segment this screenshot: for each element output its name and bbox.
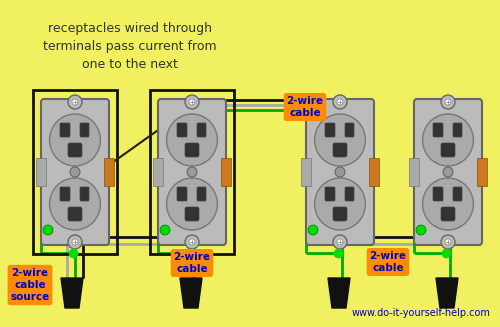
FancyBboxPatch shape — [453, 187, 462, 201]
FancyBboxPatch shape — [325, 187, 335, 201]
FancyBboxPatch shape — [197, 123, 206, 137]
Text: 2-wire
cable: 2-wire cable — [286, 96, 324, 118]
Bar — [369, 158, 379, 186]
Polygon shape — [436, 278, 458, 308]
FancyBboxPatch shape — [68, 143, 82, 157]
Circle shape — [189, 99, 195, 105]
Ellipse shape — [166, 114, 218, 166]
Text: receptacles wired through
terminals pass current from
one to the next: receptacles wired through terminals pass… — [43, 22, 217, 71]
Circle shape — [445, 99, 451, 105]
FancyBboxPatch shape — [68, 207, 82, 221]
FancyBboxPatch shape — [60, 187, 70, 201]
Circle shape — [72, 99, 78, 105]
Bar — [409, 158, 419, 186]
Bar — [221, 158, 231, 186]
Bar — [153, 158, 163, 186]
FancyBboxPatch shape — [185, 143, 199, 157]
Circle shape — [185, 95, 199, 109]
Circle shape — [441, 95, 455, 109]
Polygon shape — [61, 278, 83, 308]
Circle shape — [72, 239, 78, 245]
Bar — [477, 158, 487, 186]
FancyBboxPatch shape — [60, 123, 70, 137]
Ellipse shape — [314, 178, 366, 230]
FancyBboxPatch shape — [333, 207, 347, 221]
Text: 2-wire
cable: 2-wire cable — [174, 252, 210, 274]
FancyBboxPatch shape — [185, 207, 199, 221]
FancyBboxPatch shape — [345, 123, 354, 137]
FancyBboxPatch shape — [41, 99, 109, 245]
Circle shape — [333, 235, 347, 249]
Circle shape — [337, 239, 343, 245]
Ellipse shape — [166, 178, 218, 230]
Circle shape — [70, 167, 80, 177]
FancyBboxPatch shape — [325, 123, 335, 137]
Circle shape — [333, 95, 347, 109]
Circle shape — [445, 239, 451, 245]
Bar — [150, 90, 234, 254]
Circle shape — [416, 225, 426, 235]
FancyBboxPatch shape — [158, 99, 226, 245]
FancyBboxPatch shape — [80, 187, 89, 201]
Text: www.do-it-yourself-help.com: www.do-it-yourself-help.com — [351, 308, 490, 318]
Ellipse shape — [422, 114, 474, 166]
Circle shape — [185, 235, 199, 249]
Ellipse shape — [50, 178, 100, 230]
FancyBboxPatch shape — [441, 143, 455, 157]
Circle shape — [308, 225, 318, 235]
Text: 2-wire
cable: 2-wire cable — [370, 251, 406, 273]
Circle shape — [43, 225, 53, 235]
Circle shape — [189, 239, 195, 245]
Circle shape — [441, 235, 455, 249]
FancyBboxPatch shape — [306, 99, 374, 245]
Circle shape — [335, 167, 345, 177]
Circle shape — [443, 167, 453, 177]
Circle shape — [68, 235, 82, 249]
Ellipse shape — [50, 114, 100, 166]
FancyBboxPatch shape — [433, 187, 443, 201]
Polygon shape — [180, 278, 202, 308]
Circle shape — [337, 99, 343, 105]
Polygon shape — [328, 278, 350, 308]
Text: 2-wire
cable
source: 2-wire cable source — [10, 267, 50, 302]
Circle shape — [187, 167, 197, 177]
Bar — [301, 158, 311, 186]
FancyBboxPatch shape — [177, 187, 187, 201]
FancyBboxPatch shape — [177, 123, 187, 137]
FancyBboxPatch shape — [453, 123, 462, 137]
FancyBboxPatch shape — [333, 143, 347, 157]
FancyBboxPatch shape — [441, 207, 455, 221]
FancyBboxPatch shape — [414, 99, 482, 245]
Ellipse shape — [422, 178, 474, 230]
Bar — [33, 90, 117, 254]
Circle shape — [68, 95, 82, 109]
FancyBboxPatch shape — [80, 123, 89, 137]
Bar — [104, 158, 114, 186]
Circle shape — [160, 225, 170, 235]
Bar — [36, 158, 46, 186]
FancyBboxPatch shape — [345, 187, 354, 201]
FancyBboxPatch shape — [433, 123, 443, 137]
FancyBboxPatch shape — [197, 187, 206, 201]
Ellipse shape — [314, 114, 366, 166]
